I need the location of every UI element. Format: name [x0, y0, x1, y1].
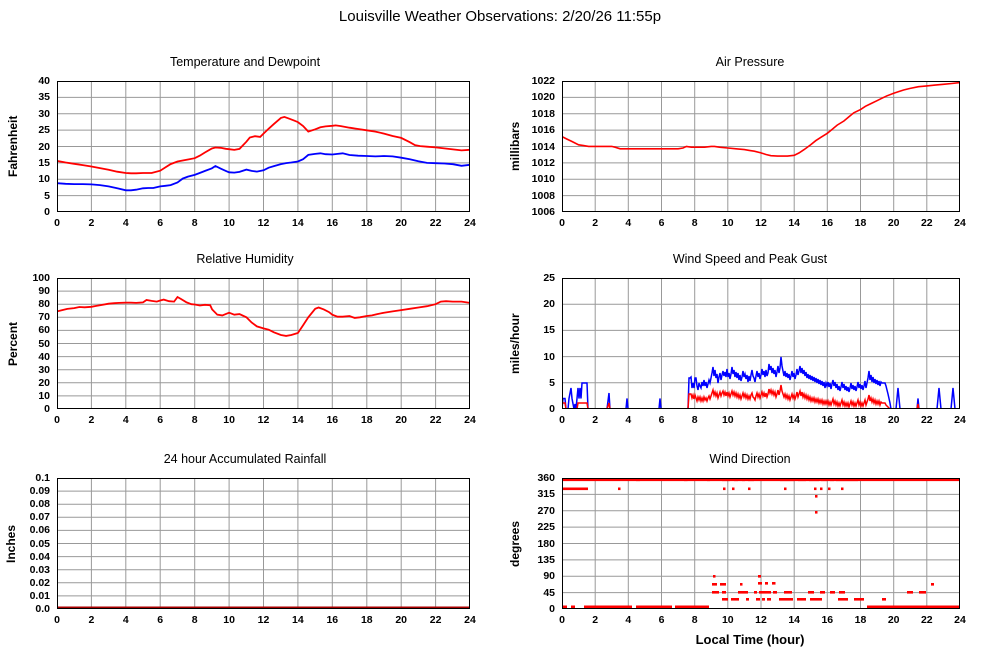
chart-title-humidity: Relative Humidity [196, 252, 294, 266]
pressure-svg [562, 81, 960, 212]
panel-wind-direction: Wind Direction degrees [500, 452, 1000, 660]
series-pressure-line [562, 81, 960, 157]
panel-wind-speed: Wind Speed and Peak Gust miles/hour [500, 252, 1000, 442]
gridlines-temperature [57, 81, 470, 212]
axis-label-local-time: Local Time (hour) [695, 632, 805, 647]
chart-title-wind-direction: Wind Direction [709, 452, 791, 466]
series-wind-speed-line [562, 384, 960, 409]
plot-area-humidity [57, 278, 470, 409]
wind-direction-svg [562, 478, 960, 609]
rainfall-svg [57, 478, 470, 609]
humidity-svg [57, 278, 470, 409]
plot-area-wind-direction [562, 478, 960, 609]
panel-pressure: Air Pressure millibars [500, 55, 1000, 240]
panel-temperature: Temperature and Dewpoint Fahrenheit [0, 55, 490, 240]
chart-title-wind-speed: Wind Speed and Peak Gust [672, 252, 828, 266]
gridlines-rainfall [57, 478, 470, 609]
page-title: Louisville Weather Observations: 2/20/26… [338, 8, 662, 25]
chart-title-pressure: Air Pressure [715, 55, 785, 69]
plot-area-wind-speed [562, 278, 960, 409]
temperature-svg [57, 81, 470, 212]
gridlines-wind-direction [562, 478, 960, 609]
plot-area-pressure [562, 81, 960, 212]
plot-area-temperature [57, 81, 470, 212]
panel-rainfall: 24 hour Accumulated Rainfall Inches [0, 452, 490, 652]
chart-title-rainfall: 24 hour Accumulated Rainfall [163, 452, 327, 466]
series-peak-gust-line [562, 356, 960, 409]
wind-speed-svg [562, 278, 960, 409]
series-temperature-line [57, 115, 470, 175]
series-humidity-line [57, 295, 470, 337]
chart-title-temperature: Temperature and Dewpoint [169, 55, 321, 69]
panel-humidity: Relative Humidity Percent [0, 252, 490, 442]
gridlines-pressure [562, 81, 960, 212]
series-wind-direction-points [562, 478, 960, 609]
gridlines-wind-speed [562, 278, 960, 409]
plot-area-rainfall [57, 478, 470, 609]
series-dewpoint-line [57, 152, 470, 192]
gridlines-humidity [57, 278, 470, 409]
